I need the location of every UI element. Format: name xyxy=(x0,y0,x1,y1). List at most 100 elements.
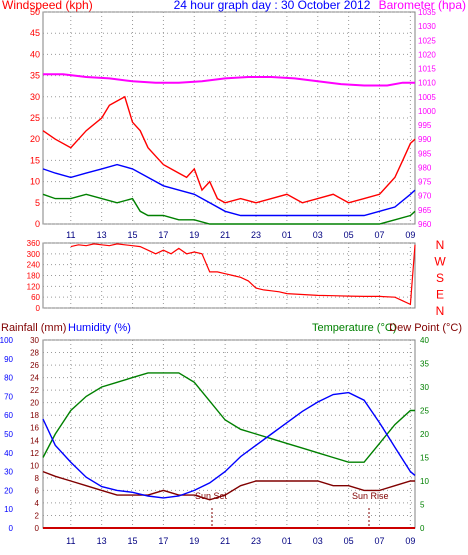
rainfall-tick-label: 20 xyxy=(30,399,39,408)
x-tick-label: 09 xyxy=(405,230,415,240)
barometer-tick-label: 1015 xyxy=(418,65,436,74)
rainfall-tick-label: 10 xyxy=(30,461,39,470)
x-tick-label: 09 xyxy=(405,536,415,546)
barometer-tick-label: 1025 xyxy=(418,36,436,45)
barometer-tick-label: 965 xyxy=(418,206,432,215)
direction-tick-label: 240 xyxy=(27,261,41,270)
windspeed-tick-label: 30 xyxy=(30,92,40,102)
x-tick-label: 21 xyxy=(220,230,230,240)
barometer-tick-label: 1000 xyxy=(418,107,436,116)
windspeed-average-series xyxy=(42,163,416,217)
sunset-annotation: Sun Set xyxy=(195,491,228,501)
barometer-tick-label: 985 xyxy=(418,149,432,158)
temperature-tick-labels: 0 5 10 15 20 25 30 35 40 xyxy=(420,336,429,533)
barometer-tick-label: 980 xyxy=(418,163,432,172)
barometer-tick-label: 1010 xyxy=(418,79,436,88)
temperature-axis-label: Temperature (°C) xyxy=(312,322,396,334)
windspeed-tick-label: 45 xyxy=(30,28,40,38)
direction-panel-series xyxy=(70,243,416,306)
temperature-tick-label: 0 xyxy=(420,524,425,533)
temperature-tick-label: 25 xyxy=(420,407,429,416)
windspeed-tick-label: 50 xyxy=(30,7,40,17)
humidity-tick-label: 100 xyxy=(0,336,14,345)
rainfall-tick-label: 12 xyxy=(30,449,39,458)
temperature-tick-label: 30 xyxy=(420,383,429,392)
temperature-tick-label: 10 xyxy=(420,477,429,486)
rainfall-tick-label: 8 xyxy=(35,474,40,483)
rainfall-tick-label: 4 xyxy=(35,499,40,508)
wind-panel-grid xyxy=(43,11,415,225)
wind-panel-series xyxy=(42,73,416,225)
rainfall-tick-label: 30 xyxy=(30,336,39,345)
rainfall-tick-label: 14 xyxy=(30,436,39,445)
x-tick-label: 19 xyxy=(189,536,199,546)
rainfall-tick-label: 2 xyxy=(35,511,40,520)
rainfall-tick-label: 26 xyxy=(30,361,39,370)
wind-direction-series xyxy=(70,243,416,306)
direction-tick-label: 360 xyxy=(27,239,41,248)
humidity-tick-label: 20 xyxy=(4,486,13,495)
x-tick-label: 11 xyxy=(66,536,75,546)
x-tick-label: 03 xyxy=(313,230,323,240)
barometer-tick-label: 1020 xyxy=(418,50,436,59)
windspeed-tick-label: 0 xyxy=(35,219,40,229)
compass-label: W xyxy=(434,255,446,269)
x-tick-label: 11 xyxy=(66,230,75,240)
climate-panel-series xyxy=(42,372,416,529)
rainfall-axis-label: Rainfall (mm) xyxy=(1,322,66,334)
humidity-tick-labels: 0 10 20 30 40 50 60 70 80 90 100 xyxy=(0,336,14,533)
rainfall-tick-label: 6 xyxy=(35,486,40,495)
humidity-tick-label: 60 xyxy=(4,411,13,420)
humidity-tick-label: 90 xyxy=(4,355,13,364)
windspeed-minimum-series xyxy=(42,193,416,225)
x-tick-label: 23 xyxy=(251,230,261,240)
climate-panel-x-tick-labels: 11 13 15 17 19 21 23 01 03 05 07 09 xyxy=(66,536,415,546)
humidity-tick-label: 50 xyxy=(4,430,13,439)
x-tick-label: 19 xyxy=(189,230,199,240)
barometer-tick-labels: 960 965 970 975 980 985 990 995 1000 1005 1010 1015… xyxy=(418,8,436,229)
x-tick-label: 07 xyxy=(374,230,384,240)
x-tick-label: 15 xyxy=(128,536,138,546)
compass-label: S xyxy=(436,271,444,285)
x-tick-label: 07 xyxy=(374,536,384,546)
dew-point-series xyxy=(42,470,415,501)
x-tick-label: 23 xyxy=(251,536,261,546)
temperature-tick-label: 15 xyxy=(420,454,429,463)
x-tick-label: 15 xyxy=(128,230,138,240)
compass-label: N xyxy=(436,304,445,318)
direction-panel-frame xyxy=(42,242,416,309)
x-tick-label: 01 xyxy=(282,230,292,240)
barometer-tick-label: 990 xyxy=(418,135,432,144)
sunrise-annotation: Sun Rise xyxy=(352,491,389,501)
barometer-hpa-series xyxy=(43,73,415,87)
rainfall-tick-label: 0 xyxy=(35,524,40,533)
compass-label: E xyxy=(436,288,444,302)
humidity-tick-label: 70 xyxy=(4,392,13,401)
windspeed-tick-label: 20 xyxy=(30,134,40,144)
barometer-axis-label: Barometer (hpa) xyxy=(379,0,466,12)
humidity-series xyxy=(42,391,416,499)
barometer-tick-label: 995 xyxy=(418,121,432,130)
barometer-tick-label: 1030 xyxy=(418,22,436,31)
barometer-tick-label: 970 xyxy=(418,192,432,201)
x-tick-label: 17 xyxy=(158,536,168,546)
climate-panel-frame xyxy=(42,339,416,529)
windspeed-axis-label: Windspeed (kph) xyxy=(2,0,93,12)
temperature-tick-label: 5 xyxy=(420,501,425,510)
chart-title: 24 hour graph day : 30 October 2012 xyxy=(174,0,371,12)
direction-tick-label: 60 xyxy=(31,293,40,302)
rainfall-tick-label: 28 xyxy=(30,349,39,358)
rainfall-tick-label: 16 xyxy=(30,424,39,433)
direction-tick-label: 0 xyxy=(36,304,41,313)
windspeed-tick-label: 10 xyxy=(30,177,40,187)
x-tick-label: 13 xyxy=(97,536,107,546)
humidity-tick-label: 30 xyxy=(4,468,13,477)
climate-panel-grid xyxy=(43,339,415,529)
humidity-tick-label: 10 xyxy=(4,505,13,514)
windspeed-tick-label: 25 xyxy=(30,113,40,123)
x-tick-label: 13 xyxy=(97,230,107,240)
x-tick-label: 21 xyxy=(220,536,230,546)
